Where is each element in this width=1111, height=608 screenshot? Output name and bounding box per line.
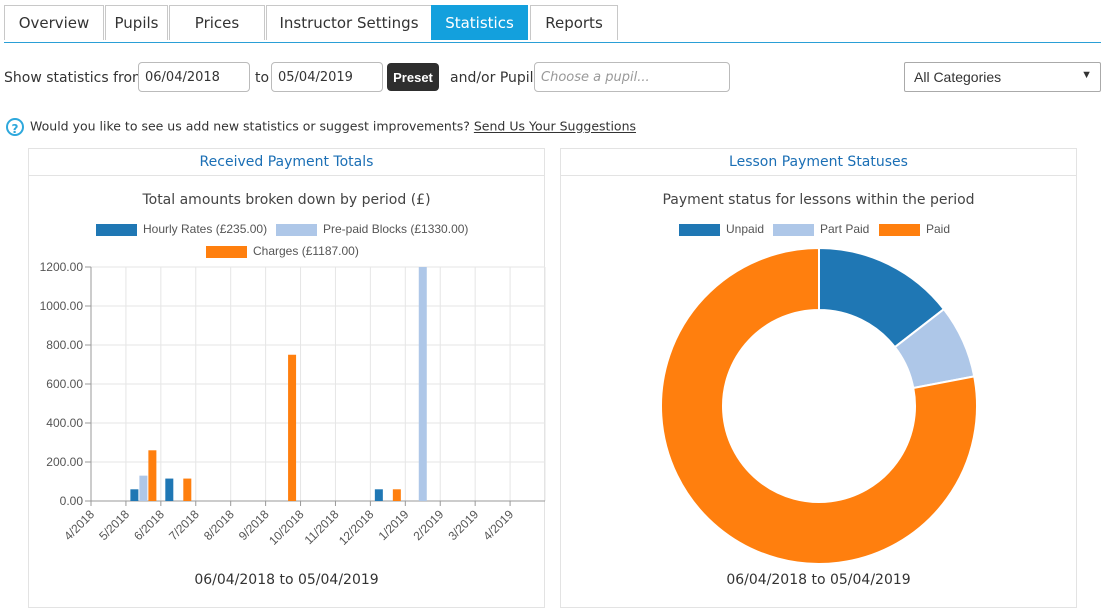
legend-label: Hourly Rates (£235.00) bbox=[143, 222, 268, 236]
pupil-search-input[interactable] bbox=[534, 62, 730, 92]
tab-prices[interactable]: Prices bbox=[169, 5, 265, 40]
legend-item-part-paid[interactable]: Part Paid bbox=[773, 222, 869, 236]
y-tick-label: 800.00 bbox=[46, 338, 83, 352]
preset-button[interactable]: Preset bbox=[387, 63, 439, 91]
donut-slice-paid bbox=[660, 246, 978, 565]
bar bbox=[139, 475, 148, 501]
panel-header: Received Payment Totals bbox=[29, 149, 544, 176]
donut-chart bbox=[660, 246, 978, 565]
y-tick-label: 400.00 bbox=[46, 416, 83, 430]
y-tick-label: 1200.00 bbox=[40, 260, 84, 274]
x-tick-label: 7/2018 bbox=[166, 507, 202, 543]
tab-overview[interactable]: Overview bbox=[4, 5, 104, 40]
x-tick-label: 3/2019 bbox=[445, 507, 481, 543]
bar bbox=[392, 489, 401, 501]
legend-label: Paid bbox=[926, 222, 951, 236]
legend-label: Charges (£1187.00) bbox=[253, 244, 359, 258]
legend-item-charges[interactable]: Charges (£1187.00) bbox=[206, 244, 359, 258]
y-tick-label: 1000.00 bbox=[40, 299, 84, 313]
legend-swatch bbox=[206, 245, 247, 258]
x-tick-label: 1/2019 bbox=[376, 507, 412, 543]
x-tick-label: 5/2018 bbox=[96, 507, 132, 543]
x-tick-label: 10/2018 bbox=[266, 507, 307, 548]
legend-swatch bbox=[96, 223, 137, 236]
bar bbox=[418, 267, 427, 501]
tab-bar: Overview Pupils Prices Instructor Settin… bbox=[4, 5, 1101, 43]
chart-date-range: 06/04/2018 to 05/04/2019 bbox=[726, 572, 911, 588]
x-tick-label: 8/2018 bbox=[201, 507, 237, 543]
legend-swatch bbox=[773, 223, 814, 236]
legend-item-prepaid-blocks[interactable]: Pre-paid Blocks (£1330.00) bbox=[276, 222, 468, 236]
send-suggestions-link[interactable]: Send Us Your Suggestions bbox=[473, 118, 637, 134]
x-tick-label: 6/2018 bbox=[131, 507, 167, 543]
legend-swatch bbox=[679, 223, 720, 236]
chart-title: Total amounts broken down by period (£) bbox=[142, 192, 431, 208]
category-select-value: All Categories bbox=[914, 69, 1002, 85]
lesson-payment-statuses-panel: Lesson Payment Statuses Payment status f… bbox=[560, 148, 1077, 608]
bar bbox=[374, 489, 383, 501]
legend-label: Unpaid bbox=[726, 222, 765, 236]
category-select[interactable]: All Categories ▼ bbox=[904, 62, 1101, 92]
chevron-down-icon: ▼ bbox=[1081, 69, 1092, 81]
bar bbox=[288, 354, 297, 501]
from-date-input[interactable] bbox=[138, 62, 250, 92]
bar bbox=[165, 478, 174, 501]
legend-label: Pre-paid Blocks (£1330.00) bbox=[323, 222, 469, 236]
tab-reports[interactable]: Reports bbox=[530, 5, 618, 40]
x-tick-label: 4/2019 bbox=[480, 507, 516, 543]
tab-instructor-settings[interactable]: Instructor Settings bbox=[266, 5, 432, 40]
suggestion-banner: ? Would you like to see us add new statis… bbox=[6, 118, 636, 136]
from-label: Show statistics from bbox=[4, 70, 146, 86]
x-tick-label: 11/2018 bbox=[302, 507, 342, 547]
tab-pupils[interactable]: Pupils bbox=[105, 5, 168, 40]
tab-statistics[interactable]: Statistics bbox=[431, 5, 528, 40]
y-tick-label: 0.00 bbox=[60, 494, 84, 508]
x-tick-label: 12/2018 bbox=[336, 507, 377, 548]
chart-title: Payment status for lessons within the pe… bbox=[662, 192, 975, 208]
x-tick-label: 4/2018 bbox=[61, 507, 97, 543]
suggestion-text: Would you like to see us add new statist… bbox=[30, 118, 470, 134]
pupil-label: and/or Pupil bbox=[450, 70, 534, 86]
bar bbox=[130, 489, 139, 501]
legend-swatch bbox=[276, 223, 317, 236]
x-tick-label: 2/2019 bbox=[410, 507, 446, 543]
chart-date-range: 06/04/2018 to 05/04/2019 bbox=[194, 572, 379, 588]
bar-chart: 0.00 200.00 400.00 600.00 800.00 1000.00 1200.… bbox=[40, 260, 546, 548]
legend-item-unpaid[interactable]: Unpaid bbox=[679, 222, 764, 236]
bar bbox=[148, 450, 157, 501]
to-label: to bbox=[255, 70, 270, 86]
legend-item-paid[interactable]: Paid bbox=[879, 222, 950, 236]
y-tick-label: 200.00 bbox=[46, 455, 83, 469]
to-date-input[interactable] bbox=[271, 62, 383, 92]
legend-swatch bbox=[879, 223, 920, 236]
legend-label: Part Paid bbox=[820, 222, 870, 236]
panel-header: Lesson Payment Statuses bbox=[561, 149, 1076, 176]
received-payment-totals-panel: Received Payment Totals Total amounts br… bbox=[28, 148, 546, 608]
help-question-icon: ? bbox=[6, 118, 24, 136]
bar bbox=[183, 478, 192, 501]
legend-item-hourly-rates[interactable]: Hourly Rates (£235.00) bbox=[96, 222, 267, 236]
statistics-filters: Show statistics from to Preset and/or Pu… bbox=[0, 62, 1111, 94]
y-tick-label: 600.00 bbox=[46, 377, 83, 391]
